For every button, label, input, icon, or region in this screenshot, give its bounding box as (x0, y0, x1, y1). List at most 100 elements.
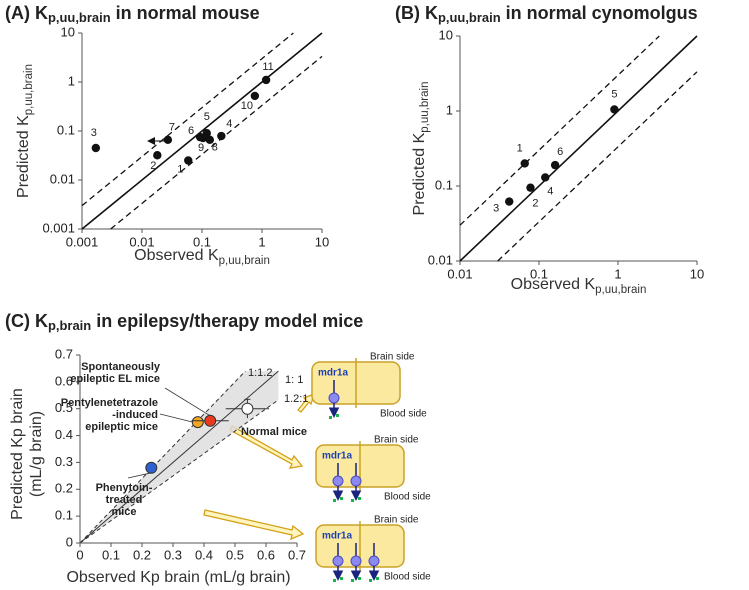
y-tick-label: 0.4 (55, 427, 73, 442)
reference-line (459, 35, 698, 262)
annotation: treated (106, 494, 143, 506)
substrate (376, 577, 379, 580)
y-tick-label: 0.2 (55, 481, 73, 496)
data-point (204, 414, 217, 427)
x-tick-label: 0.1 (102, 547, 120, 562)
y-tick-label: 0.1 (57, 122, 75, 137)
chart-title-part: p,uu,brain (48, 10, 111, 25)
transporter-label: mdr1a (318, 368, 348, 379)
substrate (358, 577, 361, 580)
chart-title: (C) Kp,brain in epilepsy/therapy model m… (5, 311, 363, 334)
data-point (550, 160, 560, 170)
annotation-leader (159, 413, 193, 423)
y-tick-label: 0.01 (50, 171, 75, 186)
x-tick-label: 0.6 (257, 547, 275, 562)
substrate (329, 416, 332, 419)
callout-arrow (203, 509, 305, 541)
chart-title-part: in epilepsy/therapy model mice (91, 311, 363, 331)
annotation-leader (164, 387, 211, 417)
reference-line (459, 35, 660, 226)
point-label: 7 (169, 122, 175, 134)
point-label: 1 (177, 163, 183, 175)
x-tick-label: 0.01 (129, 234, 154, 249)
data-point (145, 461, 158, 474)
reference-line (81, 32, 294, 207)
chart-title: (A) Kp,uu,brain in normal mouse (5, 3, 260, 26)
point-label: 5 (611, 88, 617, 100)
y-tick-label: 1 (446, 102, 453, 117)
point-label: 10 (241, 100, 253, 112)
reference-line (497, 71, 698, 262)
y-tick-label: 0.01 (428, 252, 453, 267)
transporter (332, 555, 344, 567)
chart-title-part: (A) K (5, 3, 48, 23)
x-tick-label: 1 (258, 234, 265, 249)
data-point (505, 197, 514, 206)
x-tick-label: 0.3 (164, 547, 182, 562)
y-axis-label: (mL/g brain) (28, 411, 45, 497)
annotation: epileptic mice (85, 421, 158, 433)
substrate (340, 577, 343, 580)
data-point (163, 135, 173, 145)
data-point (198, 133, 208, 143)
point-label: 11 (262, 61, 273, 73)
x-axis-label: Observed Kp,uu,brain (511, 276, 647, 296)
blood-side-label: Blood side (384, 572, 431, 583)
y-tick-label: 0.5 (55, 400, 73, 415)
data-point (191, 416, 204, 429)
substrate (333, 499, 336, 502)
point-label: 3 (493, 202, 499, 214)
substrate (358, 497, 361, 500)
y-tick-label: 0.1 (55, 508, 73, 523)
x-tick-label: 0.1 (530, 266, 548, 281)
brain-side-label: Brain side (370, 352, 415, 363)
data-point (153, 151, 162, 160)
substrate (369, 579, 372, 582)
chart-title-part: (C) K (5, 311, 48, 331)
data-point (241, 402, 254, 415)
brain-side-label: Brain side (374, 435, 419, 446)
chart-title-part: p,brain (48, 318, 91, 333)
data-point (526, 183, 535, 192)
substrate (351, 499, 354, 502)
point-label: 6 (188, 125, 194, 137)
y-axis-label-part: p,uu,brain (419, 82, 431, 133)
blood-side-label: Blood side (380, 409, 427, 420)
reference-line (110, 55, 323, 230)
chart-title-part: in normal mouse (111, 3, 260, 23)
x-tick-label: 0.01 (447, 266, 472, 281)
chart-title-part: p,uu,brain (438, 10, 501, 25)
y-tick-label: 0.3 (55, 454, 73, 469)
callout-arrow (229, 425, 304, 469)
y-axis-label-part: p,uu,brain (23, 64, 35, 115)
data-point (610, 105, 619, 114)
data-point (520, 159, 529, 168)
y-axis-label-part: Predicted K (15, 115, 32, 198)
reference-line (79, 370, 246, 544)
annotation-leader (127, 472, 152, 479)
annotation: Pentylenetetrazole (61, 397, 158, 409)
reference-label: 1: 1 (285, 374, 303, 386)
brain-side-label: Brain side (374, 515, 419, 526)
x-axis-label-part: Observed K (511, 276, 596, 293)
y-tick-label: 0.1 (435, 177, 453, 192)
substrate (336, 414, 339, 417)
substrate (333, 579, 336, 582)
substrate (351, 579, 354, 582)
annotation: epileptic EL mice (70, 373, 160, 385)
point-label: 1 (517, 142, 523, 154)
x-tick-label: 0.4 (195, 547, 213, 562)
point-label: 4 (547, 185, 553, 197)
substrate (340, 497, 343, 500)
y-tick-label: 1 (68, 73, 75, 88)
transporter-label: mdr1a (322, 531, 352, 542)
x-tick-label: 0.7 (288, 547, 306, 562)
x-tick-label: 10 (690, 266, 704, 281)
y-axis-label-part: Predicted K (411, 132, 428, 215)
x-tick-label: 10 (315, 234, 329, 249)
y-axis-label: Predicted Kp,uu,brain (411, 82, 431, 216)
data-point (91, 143, 101, 153)
reference-line (79, 399, 279, 544)
point-label: 2 (532, 198, 538, 210)
